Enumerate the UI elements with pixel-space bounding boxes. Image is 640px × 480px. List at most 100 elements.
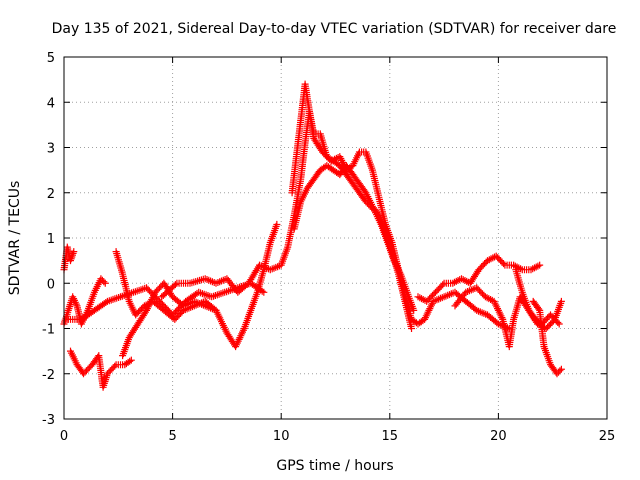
series-arc-6 [119,220,281,360]
data-point [345,164,348,167]
y-tick-label: -2 [42,368,55,383]
data-point [258,264,261,266]
series-arc-10 [414,252,544,305]
y-tick-label: 0 [47,277,55,292]
y-tick-label: -3 [42,413,55,428]
data-point [465,300,467,303]
data-point [384,232,387,235]
data-point [97,354,100,357]
data-point [365,201,367,203]
x-tick-label: 15 [382,429,399,444]
data-point [339,155,341,158]
data-point [304,142,306,144]
data-point [143,305,146,307]
data-point [102,386,104,389]
data-point [319,169,322,171]
y-tick-label: 5 [47,51,55,66]
data-point [512,264,515,266]
data-point [530,268,532,271]
data-point [223,291,226,294]
data-point [93,309,96,312]
data-point [130,359,133,361]
data-point [71,296,74,298]
data-point [326,155,328,158]
data-point [173,318,176,321]
data-point [249,309,252,312]
data-point [497,323,500,325]
data-point [528,309,530,312]
data-point [541,323,543,325]
data-point [299,119,302,122]
data-point [226,277,228,280]
data-point [91,363,94,366]
data-point [269,268,272,271]
data-point [176,282,178,285]
data-point [501,318,504,321]
data-point [215,282,217,285]
x-tick-label: 20 [490,429,507,444]
data-point [189,282,191,285]
x-tick-label: 0 [60,429,68,444]
y-tick-label: 2 [47,187,55,202]
data-point [558,323,561,325]
data-point [475,286,478,289]
data-point [80,318,83,321]
data-point [145,286,148,289]
data-point [545,327,547,330]
data-point [93,291,96,294]
data-point [406,291,408,294]
data-point [469,282,471,285]
data-point [280,264,283,266]
data-point [182,305,185,307]
data-point [306,187,309,190]
data-point [210,296,213,298]
data-point [106,372,109,375]
data-point [67,309,70,312]
data-point [332,169,335,171]
data-point [154,291,157,294]
x-tick-label: 25 [599,429,616,444]
data-point [417,323,419,325]
data-point [345,173,348,176]
data-point [160,296,163,298]
data-point [423,318,426,321]
data-point [443,296,445,298]
data-point [339,164,341,167]
data-point [137,323,139,325]
data-point [339,173,341,176]
data-point [134,314,137,316]
data-point [145,309,148,312]
data-point [182,309,185,312]
data-point [486,314,489,316]
data-point [69,350,72,352]
data-point [193,305,196,307]
series-arc-13 [512,266,563,328]
data-point [87,309,89,312]
data-point [478,268,480,271]
data-point [352,173,354,176]
data-point [269,241,272,244]
data-point [454,291,456,294]
data-point [404,300,406,303]
x-tick-label: 5 [168,429,176,444]
plot-frame [63,56,608,420]
data-point [543,345,545,348]
data-point [493,300,495,303]
data-point [432,300,435,303]
data-point [451,282,454,285]
data-point [538,309,541,312]
data-points [60,80,565,391]
data-point [532,300,534,303]
data-point [365,151,367,153]
data-point [82,372,85,375]
grid [64,57,607,419]
data-point [352,182,354,185]
data-point [332,160,335,162]
data-point [549,314,552,316]
data-point [286,246,289,248]
data-point [371,205,374,208]
data-point [263,291,265,294]
series-arc-2 [60,243,78,274]
y-tick-label: 1 [47,232,55,247]
